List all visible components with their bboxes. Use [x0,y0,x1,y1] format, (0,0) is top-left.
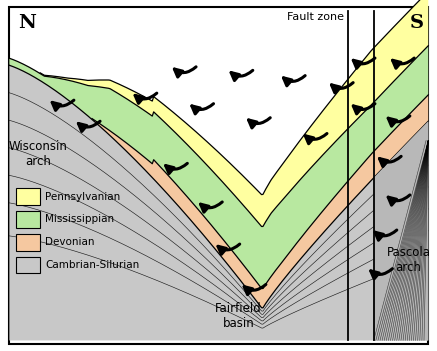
Text: Pennsylvanian: Pennsylvanian [45,192,121,201]
Polygon shape [9,46,428,289]
Text: Devonian: Devonian [45,237,95,247]
Bar [16,188,40,205]
Bar [16,234,40,251]
Text: Fault zone: Fault zone [287,12,344,22]
Text: Fairfield
basin: Fairfield basin [215,302,262,330]
Text: Mississippian: Mississippian [45,214,114,224]
Polygon shape [374,121,428,340]
Bar [16,211,40,228]
Text: Pascola
arch: Pascola arch [387,246,430,274]
Polygon shape [40,0,428,226]
Text: S: S [410,14,424,32]
Bar [16,257,40,273]
Polygon shape [9,65,428,340]
Text: Cambrian-Silurian: Cambrian-Silurian [45,260,139,270]
Text: N: N [18,14,36,32]
Text: Wisconsin
arch: Wisconsin arch [8,140,67,168]
Polygon shape [92,95,428,308]
